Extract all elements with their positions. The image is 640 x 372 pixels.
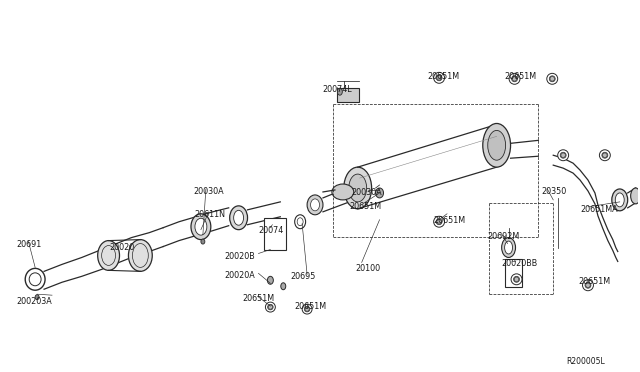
Ellipse shape	[35, 295, 39, 299]
Ellipse shape	[585, 282, 591, 288]
Text: 20030A: 20030A	[352, 188, 382, 197]
Ellipse shape	[600, 150, 611, 161]
Text: 20692M: 20692M	[488, 232, 520, 241]
Ellipse shape	[547, 73, 557, 84]
Text: 20020BB: 20020BB	[502, 259, 538, 269]
Ellipse shape	[230, 206, 248, 230]
Ellipse shape	[98, 241, 120, 270]
Ellipse shape	[337, 88, 342, 95]
Ellipse shape	[513, 276, 520, 282]
Ellipse shape	[266, 302, 275, 312]
Ellipse shape	[129, 240, 152, 271]
Ellipse shape	[307, 195, 323, 215]
Ellipse shape	[483, 124, 511, 167]
Text: 20651MA: 20651MA	[580, 205, 618, 214]
Text: 20651M: 20651M	[350, 202, 382, 211]
Ellipse shape	[615, 193, 624, 207]
Ellipse shape	[502, 238, 516, 257]
Bar	[504, 259, 522, 287]
Ellipse shape	[582, 280, 593, 291]
Text: 20074: 20074	[259, 226, 284, 235]
Ellipse shape	[268, 304, 273, 310]
Ellipse shape	[344, 167, 372, 209]
Ellipse shape	[511, 76, 518, 82]
Ellipse shape	[376, 188, 383, 198]
Text: 20074L: 20074L	[322, 85, 351, 94]
Ellipse shape	[434, 73, 445, 83]
Text: 20651M: 20651M	[243, 294, 275, 303]
Ellipse shape	[349, 174, 367, 202]
Text: 20020A: 20020A	[225, 271, 255, 280]
Bar	[337, 88, 358, 102]
Ellipse shape	[294, 215, 306, 229]
Ellipse shape	[504, 241, 513, 254]
Text: 20651M: 20651M	[433, 216, 465, 225]
Ellipse shape	[630, 188, 640, 204]
Text: 20651M: 20651M	[504, 72, 537, 81]
Text: 20691: 20691	[16, 240, 42, 248]
Text: 20030A: 20030A	[193, 187, 223, 196]
Ellipse shape	[332, 184, 354, 200]
Text: 20651M: 20651M	[427, 72, 460, 81]
Text: 20611N: 20611N	[194, 210, 225, 219]
Text: 20695: 20695	[290, 272, 316, 281]
Ellipse shape	[436, 75, 442, 81]
Ellipse shape	[234, 210, 244, 225]
Ellipse shape	[201, 239, 205, 244]
Ellipse shape	[302, 304, 312, 314]
Text: 20020: 20020	[109, 243, 135, 251]
Ellipse shape	[560, 152, 566, 158]
Text: 20350: 20350	[541, 187, 566, 196]
Ellipse shape	[436, 219, 442, 225]
Ellipse shape	[602, 152, 608, 158]
Text: 20100: 20100	[356, 264, 381, 273]
Ellipse shape	[511, 274, 522, 285]
Ellipse shape	[297, 218, 303, 226]
Ellipse shape	[509, 73, 520, 84]
Ellipse shape	[304, 306, 310, 312]
Ellipse shape	[557, 150, 568, 161]
Ellipse shape	[549, 76, 556, 82]
Ellipse shape	[612, 189, 628, 211]
Text: 20651M: 20651M	[578, 277, 610, 286]
Ellipse shape	[434, 216, 445, 227]
Ellipse shape	[281, 283, 285, 290]
Ellipse shape	[191, 214, 211, 240]
Ellipse shape	[310, 199, 319, 211]
Ellipse shape	[195, 218, 207, 235]
Text: 200203A: 200203A	[16, 297, 52, 306]
Ellipse shape	[25, 268, 45, 290]
Ellipse shape	[29, 273, 41, 286]
Text: 20020B: 20020B	[225, 251, 255, 260]
Text: 20651M: 20651M	[294, 302, 326, 311]
Bar	[264, 218, 286, 250]
Ellipse shape	[488, 131, 506, 160]
Text: R200005L: R200005L	[566, 357, 605, 366]
Ellipse shape	[268, 276, 273, 284]
